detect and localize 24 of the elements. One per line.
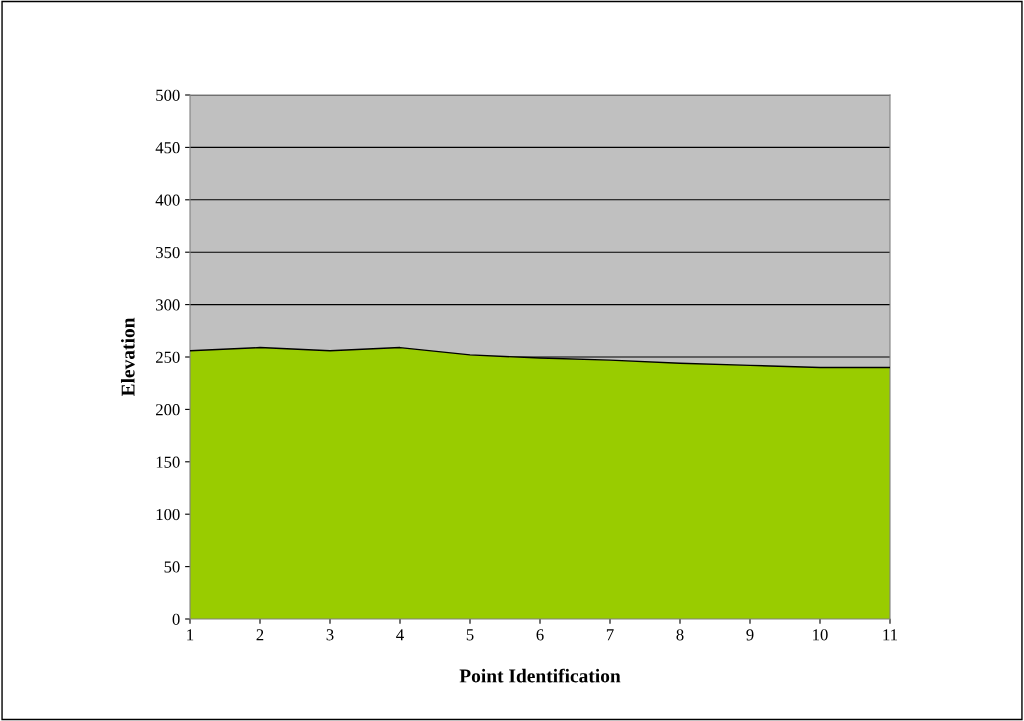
x-tick-label: 7 xyxy=(606,629,614,641)
y-tick-label: 0 xyxy=(172,613,180,625)
x-tick-label: 8 xyxy=(676,629,684,641)
x-tick-label: 10 xyxy=(813,629,828,641)
y-tick-label: 400 xyxy=(155,194,180,206)
y-tick-label: 150 xyxy=(156,456,180,468)
y-axis-title: Elevation xyxy=(120,317,135,397)
y-tick-label: 450 xyxy=(155,142,180,154)
x-tick-label: 2 xyxy=(256,629,264,641)
x-tick-label: 6 xyxy=(536,629,544,641)
y-tick-label: 250 xyxy=(156,351,180,363)
y-tick-label: 350 xyxy=(156,246,180,259)
y-tick-label: 500 xyxy=(156,89,180,101)
x-tick-label: 4 xyxy=(396,629,404,641)
x-tick-label: 11 xyxy=(883,629,898,641)
y-tick-label: 100 xyxy=(156,508,180,521)
x-tick-label: 5 xyxy=(466,629,474,641)
y-tick-label: 200 xyxy=(156,404,180,416)
x-axis-title: Point Identification xyxy=(459,668,621,683)
x-tick-label: 9 xyxy=(746,629,754,641)
y-tick-label: 300 xyxy=(156,299,180,311)
x-tick-label: 1 xyxy=(187,629,194,641)
y-tick-label: 50 xyxy=(164,561,180,573)
x-tick-label: 3 xyxy=(326,629,334,641)
